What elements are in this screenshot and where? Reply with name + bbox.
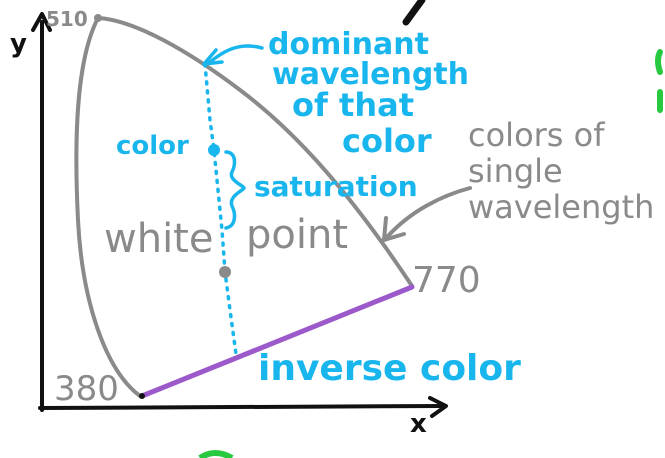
- saturation-brace: [224, 150, 246, 230]
- x-axis-label: x: [410, 409, 427, 439]
- x-axis-arrow: [428, 396, 448, 418]
- white-point-dot: [219, 266, 231, 278]
- green-fragment-bottom: [198, 450, 234, 458]
- color-text: color: [116, 131, 189, 161]
- dominant-text-4: color: [342, 122, 432, 160]
- dominant-text-1: dominant: [268, 27, 429, 62]
- label-770: 770: [412, 260, 481, 301]
- y-axis-label: y: [10, 29, 27, 59]
- label-380: 380: [54, 369, 119, 409]
- color-point: [208, 144, 220, 156]
- green-fragment-right: [655, 49, 663, 113]
- dominant-arrow: [208, 44, 264, 64]
- dominant-text-3: of that: [292, 86, 414, 124]
- spectral-arrow: [386, 186, 472, 238]
- spectral-arrow-head: [382, 216, 406, 242]
- inverse-color-text: inverse color: [258, 348, 521, 389]
- saturation-text: saturation: [254, 170, 418, 203]
- y-axis-arrow: [31, 12, 52, 32]
- white-text: white: [104, 216, 213, 262]
- purple-line-end-dot: [139, 393, 145, 399]
- line-of-purples: [139, 284, 415, 399]
- gray-annotations: white point colors of single wavelength: [104, 116, 654, 262]
- label-510: 510: [46, 7, 88, 31]
- spectral-text-2: single: [468, 152, 563, 190]
- point-text: point: [246, 212, 348, 258]
- curve-start-dot: [94, 14, 102, 22]
- spectral-text-3: wavelength: [468, 188, 654, 226]
- x-axis-line: [38, 404, 446, 410]
- dominant-arrow-head: [202, 48, 224, 66]
- black-stroke-fragment: [402, 0, 426, 26]
- dominant-wavelength-dotted-line: [203, 62, 238, 356]
- blue-annotations: dominant wavelength of that color color …: [116, 27, 521, 389]
- axes: y x: [10, 12, 448, 439]
- spectral-text-1: colors of: [468, 116, 605, 154]
- dominant-text-2: wavelength: [272, 57, 469, 92]
